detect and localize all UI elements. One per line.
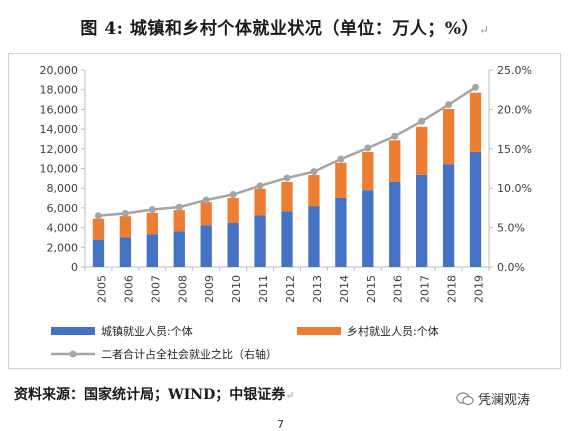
bar-urban xyxy=(146,234,158,267)
y-right-tick-label: 5.0% xyxy=(497,222,525,235)
ratio-point xyxy=(310,168,318,176)
bar-urban xyxy=(254,215,266,267)
bar-urban xyxy=(469,151,482,267)
bar-urban xyxy=(416,174,428,267)
ratio-line xyxy=(94,83,480,220)
ratio-point xyxy=(472,83,480,91)
ratio-point xyxy=(283,174,291,182)
ratio-point xyxy=(148,205,156,213)
x-tick-label: 2005 xyxy=(95,275,108,303)
bar-urban xyxy=(200,225,212,267)
bar-rural xyxy=(119,216,132,238)
brand-watermark: 凭澜观涛 xyxy=(456,389,530,408)
ratio-point xyxy=(418,117,426,125)
y-left-tick-label: 18,000 xyxy=(40,84,79,97)
ratio-point xyxy=(202,196,210,204)
bar-rural xyxy=(146,212,158,235)
bar-rural xyxy=(308,175,320,207)
figure-title: 图 4: 城镇和乡村个体就业状况（单位：万人；%）↵ xyxy=(80,19,490,39)
x-tick-label: 2006 xyxy=(122,275,135,303)
stacked-bar-line-chart: 0 2,000 4,000 6,000 8,000 10,000 12,000 14,000 1… xyxy=(40,64,532,361)
x-tick-label: 2013 xyxy=(311,275,324,303)
x-tick-label: 2019 xyxy=(473,275,486,303)
bar-rural xyxy=(200,202,212,226)
axes: 0 2,000 4,000 6,000 8,000 10,000 12,000 14,000 1… xyxy=(40,64,532,303)
y-left-tick-label: 4,000 xyxy=(47,222,79,235)
bar-urban xyxy=(119,237,132,267)
source-note: 资料来源：国家统计局；WIND；中银证券↵ xyxy=(14,387,295,403)
bar-urban xyxy=(173,231,185,267)
bar-rural xyxy=(281,182,293,212)
x-tick-label: 2014 xyxy=(338,275,351,303)
ratio-point xyxy=(94,212,102,220)
x-tick-label: 2007 xyxy=(149,275,162,303)
y-left-tick-label: 0 xyxy=(71,261,78,274)
bar-urban xyxy=(442,164,455,267)
bar-urban xyxy=(92,239,105,267)
bar-rural xyxy=(92,218,105,240)
bars xyxy=(92,92,482,267)
bar-rural xyxy=(416,126,428,175)
x-tick-label: 2010 xyxy=(230,275,243,303)
ratio-point xyxy=(337,155,345,163)
chart-frame: 0 2,000 4,000 6,000 8,000 10,000 12,000 14,000 1… xyxy=(8,53,561,369)
legend-label-rural: 乡村就业人员:个体 xyxy=(347,324,439,338)
ratio-point xyxy=(256,182,264,190)
x-tick-label: 2009 xyxy=(203,275,216,303)
legend-marker-ratio xyxy=(69,350,77,358)
bar-urban xyxy=(227,223,239,267)
wechat-icon xyxy=(456,391,474,405)
bar-rural xyxy=(362,151,374,191)
x-tick-label: 2015 xyxy=(365,275,378,303)
bar-rural xyxy=(254,188,266,216)
ratio-point xyxy=(364,144,372,152)
y-right-tick-label: 0.0% xyxy=(497,261,525,274)
legend-swatch-urban xyxy=(51,327,95,335)
bar-urban xyxy=(281,211,293,267)
ratio-point xyxy=(121,209,129,217)
x-tick-label: 2017 xyxy=(419,275,432,303)
bar-urban xyxy=(389,182,401,267)
bar-rural xyxy=(442,109,455,165)
page-number: 7 xyxy=(277,418,284,431)
legend-label-ratio: 二者合计占全社会就业之比（右轴） xyxy=(101,347,277,361)
y-right-tick-label: 15.0% xyxy=(497,143,532,156)
y-left-tick-label: 10,000 xyxy=(40,163,79,176)
y-left-tick-label: 8,000 xyxy=(47,182,79,195)
brand-name: 凭澜观涛 xyxy=(478,393,531,408)
x-tick-label: 2008 xyxy=(176,275,189,303)
bar-rural xyxy=(469,92,482,152)
ratio-point xyxy=(391,132,399,140)
legend-label-urban: 城镇就业人员:个体 xyxy=(101,324,193,338)
legend-swatch-rural xyxy=(297,327,341,335)
bar-rural xyxy=(173,210,185,232)
ratio-point xyxy=(229,191,237,199)
bar-rural xyxy=(389,140,401,183)
y-left-tick-label: 12,000 xyxy=(40,143,79,156)
ratio-point xyxy=(175,203,183,211)
x-tick-label: 2011 xyxy=(257,275,270,303)
y-left-tick-label: 6,000 xyxy=(47,202,79,215)
x-tick-label: 2016 xyxy=(392,275,405,303)
y-right-tick-label: 10.0% xyxy=(497,182,532,195)
y-left-tick-label: 14,000 xyxy=(40,123,79,136)
y-left-tick-label: 20,000 xyxy=(40,64,79,77)
bar-urban xyxy=(362,190,374,267)
y-left-tick-label: 2,000 xyxy=(47,241,79,254)
y-right-tick-label: 20.0% xyxy=(497,103,532,116)
x-tick-label: 2012 xyxy=(284,275,297,303)
y-right-tick-label: 25.0% xyxy=(497,64,532,77)
y-left-tick-label: 16,000 xyxy=(40,103,79,116)
bar-rural xyxy=(335,162,347,198)
bar-urban xyxy=(335,197,347,267)
bar-rural xyxy=(227,198,239,224)
ratio-point xyxy=(445,101,453,109)
bar-urban xyxy=(308,206,320,267)
x-tick-label: 2018 xyxy=(446,275,459,303)
